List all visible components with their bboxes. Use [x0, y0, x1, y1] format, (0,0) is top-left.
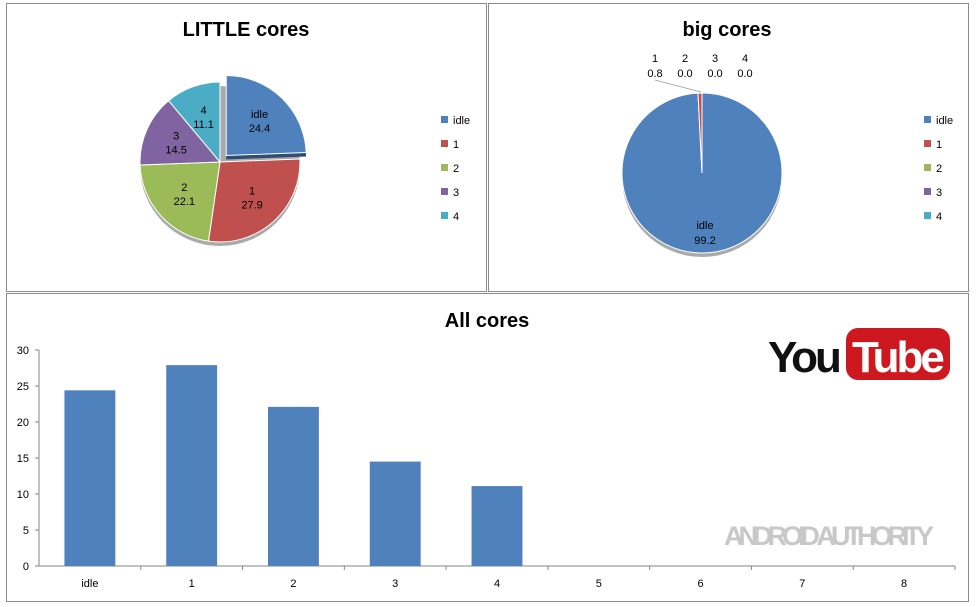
data-label-cat: 1	[652, 53, 658, 65]
bar-idle	[64, 390, 116, 566]
pie-slice-4	[167, 81, 221, 164]
data-label-value: 0.8	[647, 68, 662, 80]
x-tick-label: 7	[799, 578, 805, 590]
data-label-value: 0.0	[677, 68, 692, 80]
legend-label-3: 3	[453, 187, 459, 199]
data-label-cat: 4	[201, 105, 207, 117]
pie-slice-idle	[225, 75, 307, 157]
android-authority-watermark: ANDROID AUTHORITY	[724, 521, 934, 551]
bar-2	[268, 406, 319, 566]
x-tick-label: 3	[392, 578, 398, 590]
legend-label-2: 2	[936, 163, 942, 175]
x-tick-label: 8	[901, 578, 907, 590]
bar-1	[166, 365, 218, 566]
all-title: All cores	[445, 310, 529, 332]
svg-text:You: You	[768, 333, 839, 382]
bar-4	[471, 486, 523, 566]
x-tick-label: idle	[81, 578, 98, 590]
big-title: big cores	[683, 19, 772, 41]
y-tick-label: 0	[23, 561, 29, 573]
data-label-value: 27.9	[241, 200, 262, 212]
legend-label-idle: idle	[936, 115, 953, 127]
legend-label-2: 2	[453, 163, 459, 175]
legend-swatch-idle	[924, 116, 931, 123]
y-tick-label: 25	[17, 381, 29, 393]
pie-slice-3	[139, 99, 222, 166]
legend-label-4: 4	[453, 211, 459, 223]
x-tick-label: 2	[290, 578, 296, 590]
data-label-cat: 1	[249, 186, 255, 198]
youtube-logo: You Tube	[768, 328, 950, 382]
data-label-value: 99.2	[694, 235, 715, 247]
data-label-cat: idle	[251, 109, 268, 121]
legend-swatch-2	[924, 164, 931, 171]
data-label-cat: 2	[181, 182, 187, 194]
data-label-value: 24.4	[249, 123, 270, 135]
pie-slice-1	[207, 158, 301, 243]
y-tick-label: 30	[17, 345, 29, 357]
legend-swatch-idle	[441, 116, 448, 123]
x-tick-label: 5	[596, 578, 602, 590]
data-label-cat: 3	[173, 131, 179, 143]
legend-swatch-4	[924, 212, 931, 219]
legend-swatch-1	[924, 140, 931, 147]
legend-swatch-4	[441, 212, 448, 219]
legend-swatch-2	[441, 164, 448, 171]
data-label-value: 22.1	[174, 196, 195, 208]
legend-label-4: 4	[936, 211, 942, 223]
x-tick-label: 4	[494, 578, 500, 590]
data-label-value: 0.0	[707, 68, 722, 80]
data-label-cat: 3	[712, 53, 718, 65]
x-tick-label: 6	[697, 578, 703, 590]
leader-line	[654, 79, 702, 93]
legend-swatch-1	[441, 140, 448, 147]
y-tick-label: 20	[17, 417, 29, 429]
y-tick-label: 5	[23, 525, 29, 537]
legend-swatch-3	[441, 188, 448, 195]
legend-swatch-3	[924, 188, 931, 195]
data-label-value: 14.5	[165, 145, 186, 157]
pie-slice-2	[139, 161, 221, 242]
legend-label-idle: idle	[453, 115, 470, 127]
x-tick-label: 1	[189, 578, 195, 590]
pie-slice-1	[697, 92, 703, 174]
svg-text:Tube: Tube	[852, 333, 943, 382]
bar-3	[369, 461, 421, 566]
y-tick-label: 10	[17, 489, 29, 501]
legend-label-1: 1	[936, 139, 942, 151]
data-label-cat: idle	[696, 220, 713, 232]
little-title: LITTLE cores	[183, 19, 310, 41]
legend-label-3: 3	[936, 187, 942, 199]
legend-label-1: 1	[453, 139, 459, 151]
data-label-cat: 2	[682, 53, 688, 65]
data-label-value: 11.1	[193, 119, 214, 131]
data-label-value: 0.0	[737, 68, 752, 80]
y-tick-label: 15	[17, 453, 29, 465]
data-label-cat: 4	[742, 53, 748, 65]
